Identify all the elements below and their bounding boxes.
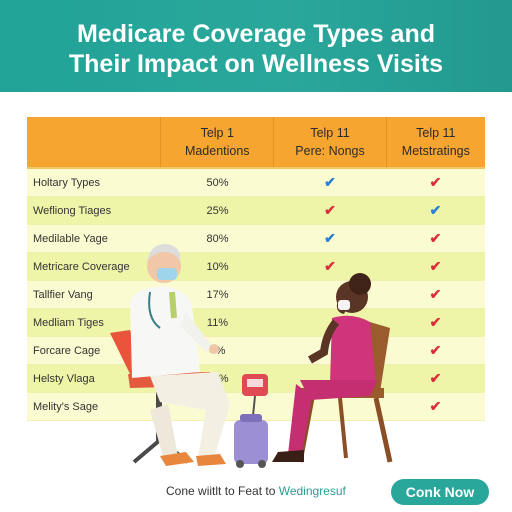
row-percentage: 4% bbox=[209, 344, 226, 357]
title-line-2: Their Impact on Wellness Visits bbox=[68, 50, 444, 78]
row-label: Holtary Types bbox=[33, 176, 101, 189]
check-red-icon: ✔ bbox=[324, 258, 336, 274]
table-row: Wefliong Tiages 25% ✔ ✔ bbox=[27, 197, 485, 225]
row-check-cell: ✔ bbox=[386, 309, 485, 336]
table-row: Medliam Tiges 11% ✔ bbox=[27, 309, 485, 337]
row-label: Helsty Vlaga bbox=[33, 372, 95, 385]
footer-text-plain: Cone wiitlt to Feat to bbox=[166, 484, 279, 498]
row-label: Medilable Yage bbox=[33, 232, 108, 245]
row-label: Melity's Sage bbox=[33, 400, 99, 413]
check-red-icon: ✔ bbox=[429, 286, 442, 302]
check-red-icon: ✔ bbox=[429, 398, 442, 414]
header-cell-3: Telp 11 Metstratings bbox=[387, 117, 485, 167]
check-red-icon: ✔ bbox=[429, 370, 442, 386]
row-check-cell: ✔ bbox=[386, 169, 485, 196]
header-3-line-1: Telp 11 bbox=[416, 126, 456, 140]
table-row: Melity's Sage 25% ✔ bbox=[27, 393, 485, 421]
row-check-cell: ✔ bbox=[386, 197, 485, 224]
check-red-icon: ✔ bbox=[429, 342, 442, 358]
row-percentage: 11% bbox=[206, 316, 229, 329]
row-check-cell bbox=[274, 337, 386, 364]
row-label: Metricare Coverage bbox=[33, 260, 130, 273]
row-label: Tallfier Vang bbox=[33, 288, 93, 301]
header-2-line-1: Telp 11 bbox=[310, 126, 350, 140]
header-cell-2: Telp 11 Pere: Nongs bbox=[274, 117, 387, 167]
header-1-line-2: Madentions bbox=[184, 144, 250, 158]
row-label: Medliam Tiges bbox=[33, 316, 104, 329]
row-check-cell: ✔ bbox=[274, 169, 386, 196]
check-red-icon: ✔ bbox=[429, 230, 442, 246]
row-check-cell: ✔ bbox=[386, 281, 485, 308]
row-check-cell: ✔ bbox=[274, 197, 386, 224]
table-body: Holtary Types 50% ✔ ✔ Wefliong Tiages 25% ✔ ✔ Me… bbox=[27, 169, 485, 421]
row-percentage: 17% bbox=[206, 288, 229, 301]
row-check-cell bbox=[274, 393, 386, 420]
row-check-cell: ✔ bbox=[274, 253, 386, 280]
header-cell-1: Telp 1 Madentions bbox=[161, 117, 275, 167]
check-blue-icon: ✔ bbox=[429, 202, 442, 218]
check-red-icon: ✔ bbox=[324, 202, 336, 218]
table-row: Tallfier Vang 17% ✔ bbox=[27, 281, 485, 309]
header-banner: Medicare Coverage Types and Their Impact… bbox=[0, 0, 512, 92]
footer-text: Cone wiitlt to Feat to Wedingresuf bbox=[166, 484, 346, 498]
table-row: Helsty Vlaga 55% ✔ bbox=[27, 365, 485, 393]
row-check-cell: ✔ bbox=[386, 393, 485, 420]
row-check-cell: ✔ bbox=[386, 253, 485, 280]
row-check-cell: ✔ bbox=[386, 225, 485, 252]
row-check-cell bbox=[274, 365, 386, 392]
row-percentage: 25% bbox=[206, 400, 229, 413]
header-3-line-2: Metstratings bbox=[401, 144, 470, 158]
check-blue-icon: ✔ bbox=[324, 174, 336, 190]
row-label: Forcare Cage bbox=[33, 344, 101, 357]
table-row: Metricare Coverage 10% ✔ ✔ bbox=[27, 253, 485, 281]
header-2-line-2: Pere: Nongs bbox=[295, 144, 365, 158]
row-label: Wefliong Tiages bbox=[33, 204, 112, 217]
coverage-table: Telp 1 Madentions Telp 11 Pere: Nongs Te… bbox=[27, 117, 485, 421]
check-red-icon: ✔ bbox=[429, 314, 442, 330]
row-percentage: 10% bbox=[206, 260, 229, 273]
check-red-icon: ✔ bbox=[429, 258, 442, 274]
row-percentage: 25% bbox=[206, 204, 229, 217]
row-check-cell: ✔ bbox=[386, 337, 485, 364]
check-blue-icon: ✔ bbox=[324, 230, 336, 246]
table-header: Telp 1 Madentions Telp 11 Pere: Nongs Te… bbox=[27, 117, 485, 169]
title-line-1: Medicare Coverage Types and bbox=[76, 20, 435, 48]
table-row: Medilable Yage 80% ✔ ✔ bbox=[27, 225, 485, 253]
row-check-cell: ✔ bbox=[274, 225, 386, 252]
row-percentage: 50% bbox=[206, 176, 229, 189]
check-red-icon: ✔ bbox=[429, 174, 442, 190]
row-percentage: 55% bbox=[206, 372, 229, 385]
row-check-cell bbox=[274, 281, 386, 308]
header-1-line-1: Telp 1 bbox=[200, 126, 234, 140]
table-row: Holtary Types 50% ✔ ✔ bbox=[27, 169, 485, 197]
table-row: Forcare Cage 4% ✔ bbox=[27, 337, 485, 365]
row-check-cell: ✔ bbox=[386, 365, 485, 392]
page-title: Medicare Coverage Types and Their Impact… bbox=[0, 19, 512, 79]
row-percentage: 80% bbox=[206, 232, 229, 245]
cta-button[interactable]: Conk Now bbox=[391, 479, 489, 505]
header-cell-empty bbox=[27, 117, 162, 167]
footer-text-highlight: Wedingresuf bbox=[278, 484, 346, 498]
row-check-cell bbox=[274, 309, 386, 336]
